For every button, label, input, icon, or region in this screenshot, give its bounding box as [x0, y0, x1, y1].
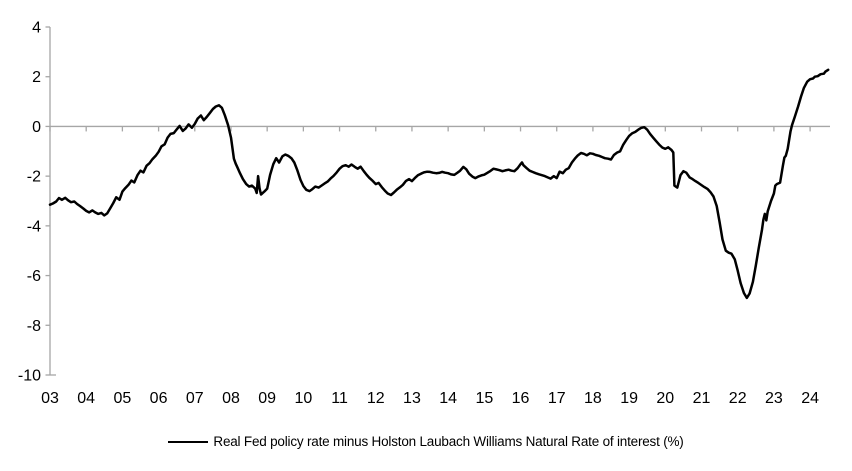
x-tick-label: 21 [693, 390, 711, 407]
x-tick-label: 20 [656, 390, 674, 407]
y-tick-label: -2 [27, 169, 41, 186]
y-tick-label: -10 [18, 368, 41, 385]
x-tick-label: 12 [367, 390, 385, 407]
x-tick-label: 15 [475, 390, 493, 407]
axes-group [45, 26, 56, 376]
y-tick-label: 0 [32, 119, 41, 136]
x-tick-label: 13 [403, 390, 421, 407]
x-tick-label: 14 [439, 390, 457, 407]
series-line [48, 68, 830, 300]
y-tick-label: -4 [27, 218, 41, 235]
x-tick-label: 04 [77, 390, 95, 407]
y-tick-label: -8 [27, 318, 41, 335]
chart-legend: Real Fed policy rate minus Holston Lauba… [0, 434, 852, 449]
x-tick-label: 06 [150, 390, 168, 407]
x-tick-label: 17 [548, 390, 566, 407]
x-tick-label: 11 [331, 390, 348, 407]
x-tick-label: 09 [258, 390, 276, 407]
x-tick-label: 03 [41, 390, 59, 407]
x-tick-label: 16 [512, 390, 530, 407]
series-group [48, 68, 830, 300]
y-tick-label: 4 [32, 20, 41, 37]
x-tick-label: 24 [801, 390, 819, 407]
x-tick-label: 19 [620, 390, 638, 407]
y-tick-label: -6 [27, 268, 41, 285]
x-tick-label: 23 [765, 390, 783, 407]
legend-series-label: Real Fed policy rate minus Holston Lauba… [213, 434, 684, 449]
legend-line-sample [168, 440, 209, 443]
x-tick-label: 07 [186, 390, 204, 407]
x-tick-label: 18 [584, 390, 602, 407]
zero-gridline-group [49, 125, 830, 132]
x-tick-label: 08 [222, 390, 240, 407]
x-tick-label: 22 [729, 390, 747, 407]
x-tick-label: 10 [294, 390, 312, 407]
x-tick-label: 05 [113, 390, 131, 407]
y-tick-label: 2 [32, 69, 41, 86]
